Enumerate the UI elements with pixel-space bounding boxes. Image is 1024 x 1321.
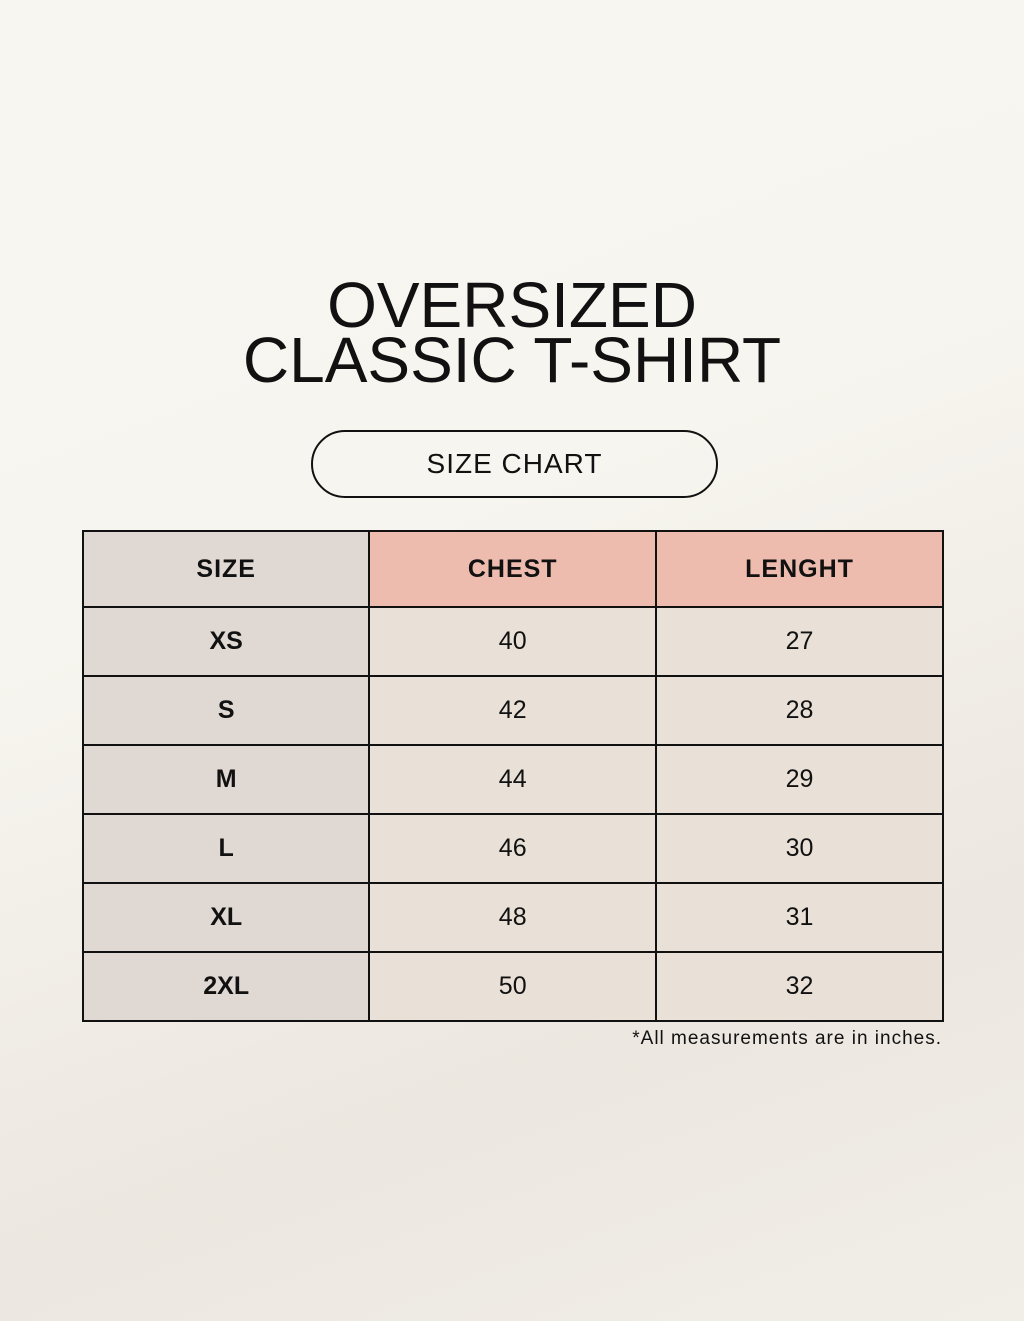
cell-chest: 46 (368, 813, 658, 884)
table-header-row: SIZE CHEST LENGHT (81, 530, 944, 608)
table-row: S 42 28 (81, 675, 944, 746)
cell-length: 28 (655, 675, 944, 746)
cell-size: 2XL (81, 951, 371, 1022)
cell-chest: 50 (368, 951, 658, 1022)
cell-chest: 42 (368, 675, 658, 746)
table-row: 2XL 50 32 (81, 951, 944, 1022)
cell-chest: 48 (368, 882, 658, 953)
size-chart-label: SIZE CHART (311, 430, 718, 498)
table-row: XL 48 31 (81, 882, 944, 953)
cell-size: M (81, 744, 371, 815)
cell-chest: 40 (368, 606, 658, 677)
header-size: SIZE (81, 530, 371, 608)
header-length: LENGHT (655, 530, 944, 608)
cell-size: XS (81, 606, 371, 677)
title-line-1: OVERSIZED (327, 269, 697, 341)
cell-length: 32 (655, 951, 944, 1022)
cell-length: 30 (655, 813, 944, 884)
title-line-2: CLASSIC T-SHIRT (242, 324, 782, 396)
table-row: M 44 29 (81, 744, 944, 815)
header-chest: CHEST (368, 530, 658, 608)
table-row: L 46 30 (81, 813, 944, 884)
cell-size: S (81, 675, 371, 746)
footnote: *All measurements are in inches. (632, 1028, 942, 1049)
cell-length: 27 (655, 606, 944, 677)
cell-length: 29 (655, 744, 944, 815)
cell-size: XL (81, 882, 371, 953)
cell-size: L (81, 813, 371, 884)
cell-chest: 44 (368, 744, 658, 815)
cell-length: 31 (655, 882, 944, 953)
page-title: OVERSIZED CLASSIC T-SHIRT (0, 269, 1024, 396)
table-row: XS 40 27 (81, 606, 944, 677)
size-table: SIZE CHEST LENGHT XS 40 27 S 42 28 M 44 29 L 46 30 X… (81, 530, 944, 1022)
